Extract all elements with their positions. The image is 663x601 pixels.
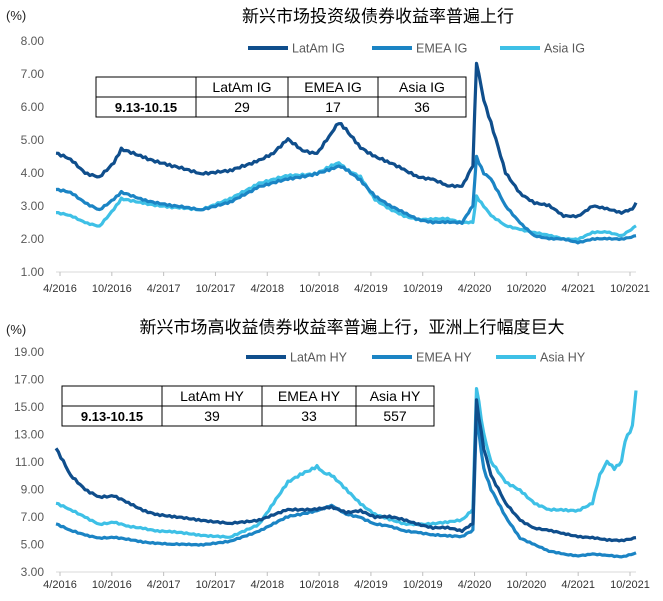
x-tick-label: 10/2016 [92, 283, 132, 295]
ig-series-lines [55, 61, 638, 245]
y-tick-label: 9.00 [21, 483, 45, 497]
y-tick-label: 6.00 [21, 100, 45, 114]
y-tick-label: 2.00 [21, 232, 45, 246]
x-tick-label: 10/2020 [506, 579, 546, 591]
legend-label-asia: Asia IG [544, 42, 585, 56]
y-tick-label: 5.00 [21, 133, 45, 147]
x-tick-label: 4/2019 [354, 579, 388, 591]
y-tick-label: 5.00 [21, 538, 45, 552]
ig-chart-title: 新兴市场投资级债券收益率普遍上行 [242, 7, 514, 27]
series-line-latam [55, 61, 638, 219]
x-tick-label: 4/2017 [147, 579, 181, 591]
hy-table-header: Asia HY [370, 388, 421, 404]
hy-summary-table: LatAm HY EMEA HY Asia HY 9.13-10.15 39 3… [61, 385, 435, 427]
y-tick-label: 7.00 [21, 510, 45, 524]
ig-table-value: 17 [325, 99, 341, 115]
y-tick-label: 4.00 [21, 166, 45, 180]
x-tick-label: 4/2018 [250, 283, 284, 295]
x-tick-label: 10/2021 [610, 579, 650, 591]
x-tick-label: 10/2017 [196, 579, 236, 591]
hy-chart: 新兴市场高收益债券收益率普遍上行，亚洲上行幅度巨大 (%) 19.00 17.00… [6, 318, 650, 591]
x-tick-label: 10/2020 [506, 283, 546, 295]
x-tick-label: 4/2021 [561, 579, 595, 591]
hy-unit-label: (%) [6, 322, 26, 337]
ig-chart: 新兴市场投资级债券收益率普遍上行 (%) 8.00 7.00 6.00 5.00 4.0… [6, 7, 650, 295]
x-tick-label: 4/2020 [458, 283, 492, 295]
hy-series-lines [54, 387, 638, 559]
x-tick-label: 10/2018 [299, 579, 339, 591]
series-line-asia [55, 387, 638, 539]
ig-table-header: LatAm IG [212, 79, 271, 95]
x-tick-label: 10/2019 [403, 579, 443, 591]
hy-table-value: 39 [204, 408, 220, 424]
x-tick-label: 4/2019 [354, 283, 388, 295]
hy-legend: LatAm HY EMEA HY Asia HY [246, 351, 586, 365]
hy-table-value: 33 [301, 408, 317, 424]
x-tick-label: 10/2021 [610, 283, 650, 295]
hy-table-value: 557 [383, 408, 407, 424]
ig-y-axis: 8.00 7.00 6.00 5.00 4.00 3.00 2.00 1.00 [21, 34, 45, 279]
series-line-latam [54, 398, 637, 543]
ig-table-row-label: 9.13-10.15 [115, 100, 177, 115]
hy-y-axis: 19.00 17.00 15.00 13.00 11.00 9.00 7.00 5.00 3.0… [14, 345, 44, 579]
ig-table-header: Asia IG [399, 79, 445, 95]
y-tick-label: 7.00 [21, 67, 45, 81]
x-tick-label: 4/2018 [250, 579, 284, 591]
hy-chart-title: 新兴市场高收益债券收益率普遍上行，亚洲上行幅度巨大 [140, 318, 565, 338]
ig-table-value: 29 [234, 99, 250, 115]
hy-table-header: LatAm HY [180, 388, 244, 404]
y-tick-label: 8.00 [21, 34, 45, 48]
x-tick-label: 10/2016 [92, 579, 132, 591]
ig-unit-label: (%) [6, 8, 26, 23]
y-tick-label: 11.00 [15, 455, 44, 469]
y-tick-label: 15.00 [14, 400, 44, 414]
y-tick-label: 19.00 [14, 345, 44, 359]
legend-label-latam: LatAm HY [290, 351, 348, 365]
ig-table-header: EMEA IG [304, 79, 362, 95]
y-tick-label: 17.00 [14, 373, 44, 387]
x-tick-label: 10/2018 [299, 283, 339, 295]
x-tick-label: 4/2017 [147, 283, 181, 295]
y-tick-label: 1.00 [21, 265, 45, 279]
ig-table-value: 36 [414, 99, 430, 115]
legend-label-emea: EMEA IG [416, 42, 467, 56]
hy-table-row-label: 9.13-10.15 [81, 409, 143, 424]
legend-label-latam: LatAm IG [292, 42, 345, 56]
y-tick-label: 13.00 [14, 428, 44, 442]
x-tick-label: 4/2016 [43, 579, 77, 591]
series-line-emea [55, 154, 637, 245]
y-tick-label: 3.00 [21, 199, 45, 213]
y-tick-label: 3.00 [21, 565, 45, 579]
x-tick-label: 10/2017 [196, 283, 236, 295]
legend-label-emea: EMEA HY [416, 351, 472, 365]
legend-label-asia: Asia HY [540, 351, 586, 365]
hy-table-header: EMEA HY [278, 388, 341, 404]
x-tick-label: 4/2021 [561, 283, 595, 295]
ig-summary-table: LatAm IG EMEA IG Asia IG 9.13-10.15 29 1… [95, 76, 467, 118]
hy-x-axis: 4/2016 10/2016 4/2017 10/2017 4/2018 10/2018 4… [43, 572, 650, 591]
x-tick-label: 10/2019 [403, 283, 443, 295]
x-tick-label: 4/2016 [43, 283, 77, 295]
x-tick-label: 4/2020 [458, 579, 492, 591]
series-line-emea [55, 412, 637, 559]
ig-x-axis: 4/2016 10/2016 4/2017 10/2017 4/2018 10/2018 4… [43, 272, 650, 295]
ig-legend: LatAm IG EMEA IG Asia IG [248, 42, 585, 56]
